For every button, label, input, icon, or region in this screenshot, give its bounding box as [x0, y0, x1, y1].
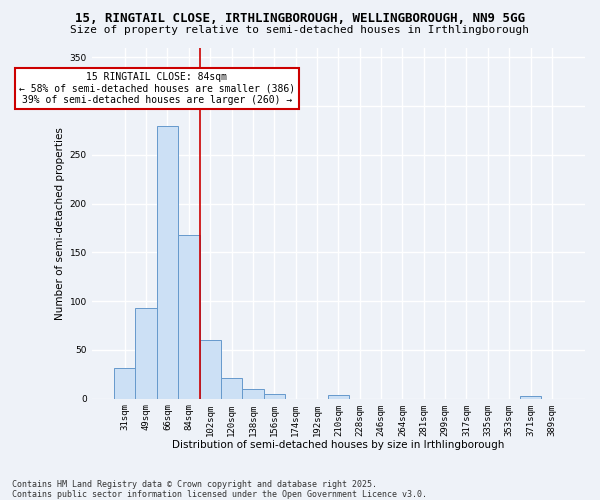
Bar	[114, 368, 136, 398]
Bar	[221, 378, 242, 398]
Bar	[157, 126, 178, 398]
Y-axis label: Number of semi-detached properties: Number of semi-detached properties	[55, 126, 65, 320]
Bar	[200, 340, 221, 398]
Bar	[263, 394, 285, 398]
Bar	[328, 395, 349, 398]
X-axis label: Distribution of semi-detached houses by size in Irthlingborough: Distribution of semi-detached houses by …	[172, 440, 505, 450]
Text: Size of property relative to semi-detached houses in Irthlingborough: Size of property relative to semi-detach…	[71, 25, 530, 35]
Bar	[136, 308, 157, 398]
Text: 15 RINGTAIL CLOSE: 84sqm
← 58% of semi-detached houses are smaller (386)
39% of : 15 RINGTAIL CLOSE: 84sqm ← 58% of semi-d…	[19, 72, 295, 105]
Text: 15, RINGTAIL CLOSE, IRTHLINGBOROUGH, WELLINGBOROUGH, NN9 5GG: 15, RINGTAIL CLOSE, IRTHLINGBOROUGH, WEL…	[75, 12, 525, 26]
Text: Contains HM Land Registry data © Crown copyright and database right 2025.
Contai: Contains HM Land Registry data © Crown c…	[12, 480, 427, 499]
Bar	[178, 235, 200, 398]
Bar	[520, 396, 541, 398]
Bar	[242, 389, 263, 398]
